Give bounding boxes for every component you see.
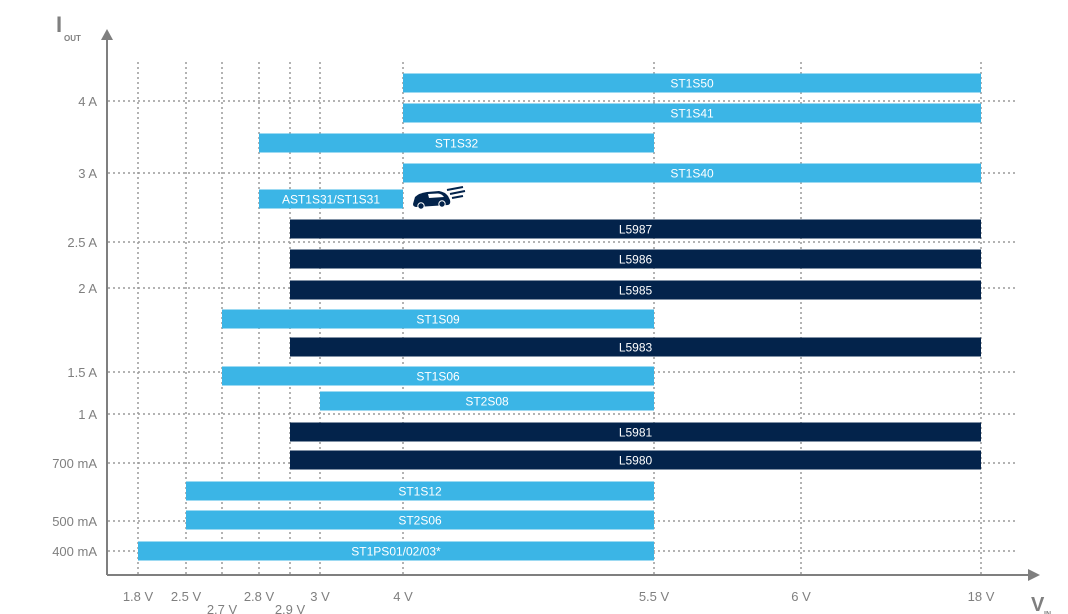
x-axis-title-main: V bbox=[1031, 594, 1045, 614]
x-axis-arrow-icon bbox=[1028, 569, 1040, 581]
bar-st1s12 bbox=[186, 481, 654, 501]
bar-st1s41 bbox=[403, 103, 981, 123]
x-tick-label: 4 V bbox=[393, 589, 413, 604]
bar-label: L5980 bbox=[619, 454, 653, 468]
bar-l5981 bbox=[290, 422, 981, 442]
y-tick-label: 2 A bbox=[78, 281, 97, 296]
bar-label: ST1S32 bbox=[435, 137, 479, 151]
bar-label: AST1S31/ST1S31 bbox=[282, 193, 380, 207]
x-tick-label: 2.8 V bbox=[244, 589, 275, 604]
x-axis-title-sub: IN bbox=[1044, 611, 1051, 614]
x-tick-label: 2.9 V bbox=[275, 602, 306, 614]
bar-l5987 bbox=[290, 219, 981, 239]
x-tick-label: 5.5 V bbox=[639, 589, 670, 604]
bar-l5986 bbox=[290, 249, 981, 269]
bar-label: L5981 bbox=[619, 426, 653, 440]
bar-st1s09 bbox=[222, 309, 654, 329]
bar-st2s06 bbox=[186, 510, 654, 530]
bar-label: L5986 bbox=[619, 253, 653, 267]
y-axis-title-sub: OUT bbox=[64, 34, 81, 43]
bar-label: L5987 bbox=[619, 223, 653, 237]
y-axis-arrow-icon bbox=[101, 29, 113, 40]
bar-label: ST1S41 bbox=[670, 107, 714, 121]
x-tick-label: 6 V bbox=[791, 589, 811, 604]
y-tick-label: 1 A bbox=[78, 407, 97, 422]
y-tick-label: 400 mA bbox=[52, 544, 97, 559]
bar-label: ST1S12 bbox=[398, 485, 442, 499]
bar-label: ST1S09 bbox=[416, 313, 460, 327]
car-icon bbox=[413, 186, 466, 210]
bar-label: L5983 bbox=[619, 341, 653, 355]
y-axis-title-main: I bbox=[56, 12, 62, 37]
y-tick-label: 2.5 A bbox=[67, 235, 97, 250]
bar-label: ST1S06 bbox=[416, 370, 460, 384]
bar-st1s32 bbox=[259, 133, 654, 153]
y-tick-label: 700 mA bbox=[52, 456, 97, 471]
bar-st1s40 bbox=[403, 163, 981, 183]
x-tick-label: 3 V bbox=[310, 589, 330, 604]
bar-label: ST1S50 bbox=[670, 77, 714, 91]
bar-st2s08 bbox=[320, 391, 654, 411]
bar-st1s06 bbox=[222, 366, 654, 386]
y-tick-label: 4 A bbox=[78, 94, 97, 109]
x-tick-label: 18 V bbox=[968, 589, 995, 604]
bar-label: ST2S06 bbox=[398, 514, 442, 528]
y-tick-label: 3 A bbox=[78, 166, 97, 181]
x-tick-label: 2.7 V bbox=[207, 602, 238, 614]
bar-label: ST1PS01/02/03* bbox=[351, 545, 441, 559]
bar-ast1s31-st1s31 bbox=[259, 189, 403, 209]
tick-labels: 400 mA 500 mA 700 mA 1 A 1.5 A 2 A 2.5 A 3 A 4 A… bbox=[52, 94, 995, 614]
bar-st1s50 bbox=[403, 73, 981, 93]
y-tick-label: 1.5 A bbox=[67, 365, 97, 380]
bar-l5983 bbox=[290, 337, 981, 357]
bar-st1ps01-02-03- bbox=[138, 541, 654, 561]
bars-group: ST1S50 ST1S41 ST1S32 ST1S40 AST1S31/ST1S31 L5… bbox=[138, 73, 981, 561]
bar-label: ST2S08 bbox=[465, 395, 509, 409]
bar-label: ST1S40 bbox=[670, 167, 714, 181]
y-tick-label: 500 mA bbox=[52, 514, 97, 529]
bar-l5980 bbox=[290, 450, 981, 470]
bar-l5985 bbox=[290, 280, 981, 300]
x-tick-label: 1.8 V bbox=[123, 589, 154, 604]
axes: I OUT V IN bbox=[56, 12, 1051, 614]
bar-label: L5985 bbox=[619, 284, 653, 298]
x-tick-label: 2.5 V bbox=[171, 589, 202, 604]
